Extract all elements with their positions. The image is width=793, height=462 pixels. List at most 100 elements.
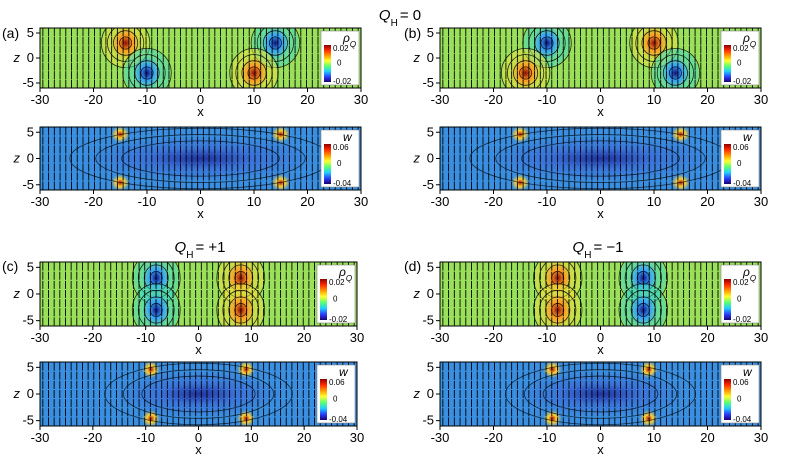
- group-title-c: QH = +1: [175, 239, 226, 261]
- x-tick-label: -30: [431, 194, 450, 209]
- colorbar-max-label: 0.02: [333, 44, 349, 53]
- panel-background: [440, 262, 761, 326]
- colorbar-min-label: -0.02: [733, 77, 752, 86]
- colorbar-mid-label: 0: [737, 295, 742, 304]
- contour: [262, 30, 288, 56]
- colorbar-mid-label: 0: [333, 295, 338, 304]
- z-tick-label: 5: [27, 25, 34, 40]
- x-tick-label: 20: [297, 330, 311, 345]
- x-tick-label: 30: [754, 330, 768, 345]
- z-tick-label: 0: [427, 151, 434, 166]
- positive-charge-blob: [239, 56, 269, 88]
- x-tick-label: 10: [647, 194, 661, 209]
- colorbar-w: w0.06 0 -0.04: [316, 364, 356, 424]
- z-tick-label: 5: [27, 124, 34, 139]
- colorbar-max-label: 0.02: [733, 278, 749, 287]
- panel-background: [440, 28, 761, 88]
- x-tick-label: -30: [431, 430, 450, 445]
- z-axis-label: z: [13, 50, 21, 65]
- x-tick-label: -20: [484, 92, 503, 107]
- x-tick-label: 0: [197, 194, 204, 209]
- x-tick-label: -10: [538, 92, 557, 107]
- group-title-a: QH = 0: [379, 7, 421, 29]
- contour: [500, 47, 551, 88]
- colorbar-w: w0.06 0 -0.04: [720, 129, 760, 188]
- vector-field: [42, 127, 359, 190]
- x-tick-label: 10: [647, 330, 661, 345]
- negative-charge-blob: [660, 56, 690, 88]
- x-tick-label: 20: [300, 92, 314, 107]
- contour: [513, 60, 539, 86]
- panel-c-bottom: -30 -20 -10 0 10 20 30 x 5 0 -5z w0.06 0 -0.04: [13, 359, 365, 457]
- x-tick-label: 30: [754, 194, 768, 209]
- x-tick-label: 20: [700, 92, 714, 107]
- z-axis-label: z: [413, 386, 421, 401]
- panel-background: [40, 262, 357, 326]
- z-tick-label: -5: [22, 75, 34, 90]
- x-tick-label: 0: [195, 430, 202, 445]
- z-tick-label: -5: [22, 413, 34, 428]
- z-tick-label: 5: [427, 359, 434, 374]
- x-tick-label: 30: [354, 194, 368, 209]
- panel-b-bottom: -30 -20 -10 0 10 20 30 x 5 0 -5z w0.06 0 -0.04: [413, 124, 769, 221]
- contour: [662, 60, 688, 86]
- contour: [113, 30, 139, 56]
- panel-tag-d: (d): [404, 258, 421, 274]
- x-tick-label: -20: [484, 330, 503, 345]
- x-tick-label: 0: [597, 194, 604, 209]
- colorbar-max-label: 0.06: [733, 143, 749, 152]
- contour: [521, 140, 680, 177]
- z-axis-label: z: [413, 286, 421, 301]
- z-tick-label: -5: [422, 413, 434, 428]
- x-tick-label: -20: [83, 330, 102, 345]
- x-tick-label: -20: [83, 430, 102, 445]
- x-tick-label: -30: [31, 330, 50, 345]
- contour: [121, 140, 280, 177]
- contour: [523, 369, 678, 419]
- z-axis-label: z: [13, 286, 21, 301]
- x-tick-label: -30: [31, 194, 50, 209]
- colorbar-min-label: -0.02: [333, 77, 352, 86]
- x-tick-label: -30: [31, 430, 50, 445]
- vector-field: [442, 127, 759, 190]
- contour: [668, 66, 682, 80]
- colorbar-min-label: -0.04: [333, 179, 352, 188]
- z-axis-label: z: [413, 151, 421, 166]
- colorbar-min-label: -0.04: [329, 415, 348, 424]
- colorbar-max-label: 0.06: [329, 378, 345, 387]
- colorbar-rho: ρQ0.020-0.02: [720, 30, 760, 86]
- contour: [647, 36, 661, 50]
- colorbar-min-label: -0.02: [733, 315, 752, 324]
- panel-tag-b: (b): [404, 25, 421, 41]
- z-tick-label: -5: [422, 177, 434, 192]
- positive-charge-blob: [639, 28, 669, 60]
- colorbar-mid-label: 0: [337, 58, 342, 67]
- panel-a-bottom: -30 -20 -10 0 10 20 30 x 5 0 -5z w0.06 0 -0.04: [13, 124, 369, 221]
- x-tick-label: 0: [197, 92, 204, 107]
- z-axis-label: z: [413, 50, 421, 65]
- colorbar-w: w0.06 0 -0.04: [320, 129, 360, 188]
- z-axis-label: z: [13, 386, 21, 401]
- z-tick-label: 0: [27, 50, 34, 65]
- z-tick-label: -5: [22, 313, 34, 328]
- z-tick-label: 5: [427, 25, 434, 40]
- z-tick-label: 5: [427, 259, 434, 274]
- colorbar-max-label: 0.06: [333, 143, 349, 152]
- x-tick-label: 10: [647, 92, 661, 107]
- z-tick-label: 5: [427, 124, 434, 139]
- positive-charge-blob: [511, 56, 541, 88]
- z-tick-label: 0: [427, 286, 434, 301]
- x-tick-label: -10: [138, 194, 157, 209]
- colorbar-symbol: w: [743, 130, 753, 144]
- colorbar-mid-label: 0: [333, 395, 338, 404]
- x-tick-label: -30: [31, 92, 50, 107]
- x-tick-label: -10: [136, 330, 155, 345]
- colorbar-min-label: -0.04: [733, 415, 752, 424]
- contour: [519, 66, 533, 80]
- z-tick-label: -5: [422, 313, 434, 328]
- x-tick-label: 30: [754, 92, 768, 107]
- colorbar-rho: ρQ0.020-0.02: [320, 30, 360, 86]
